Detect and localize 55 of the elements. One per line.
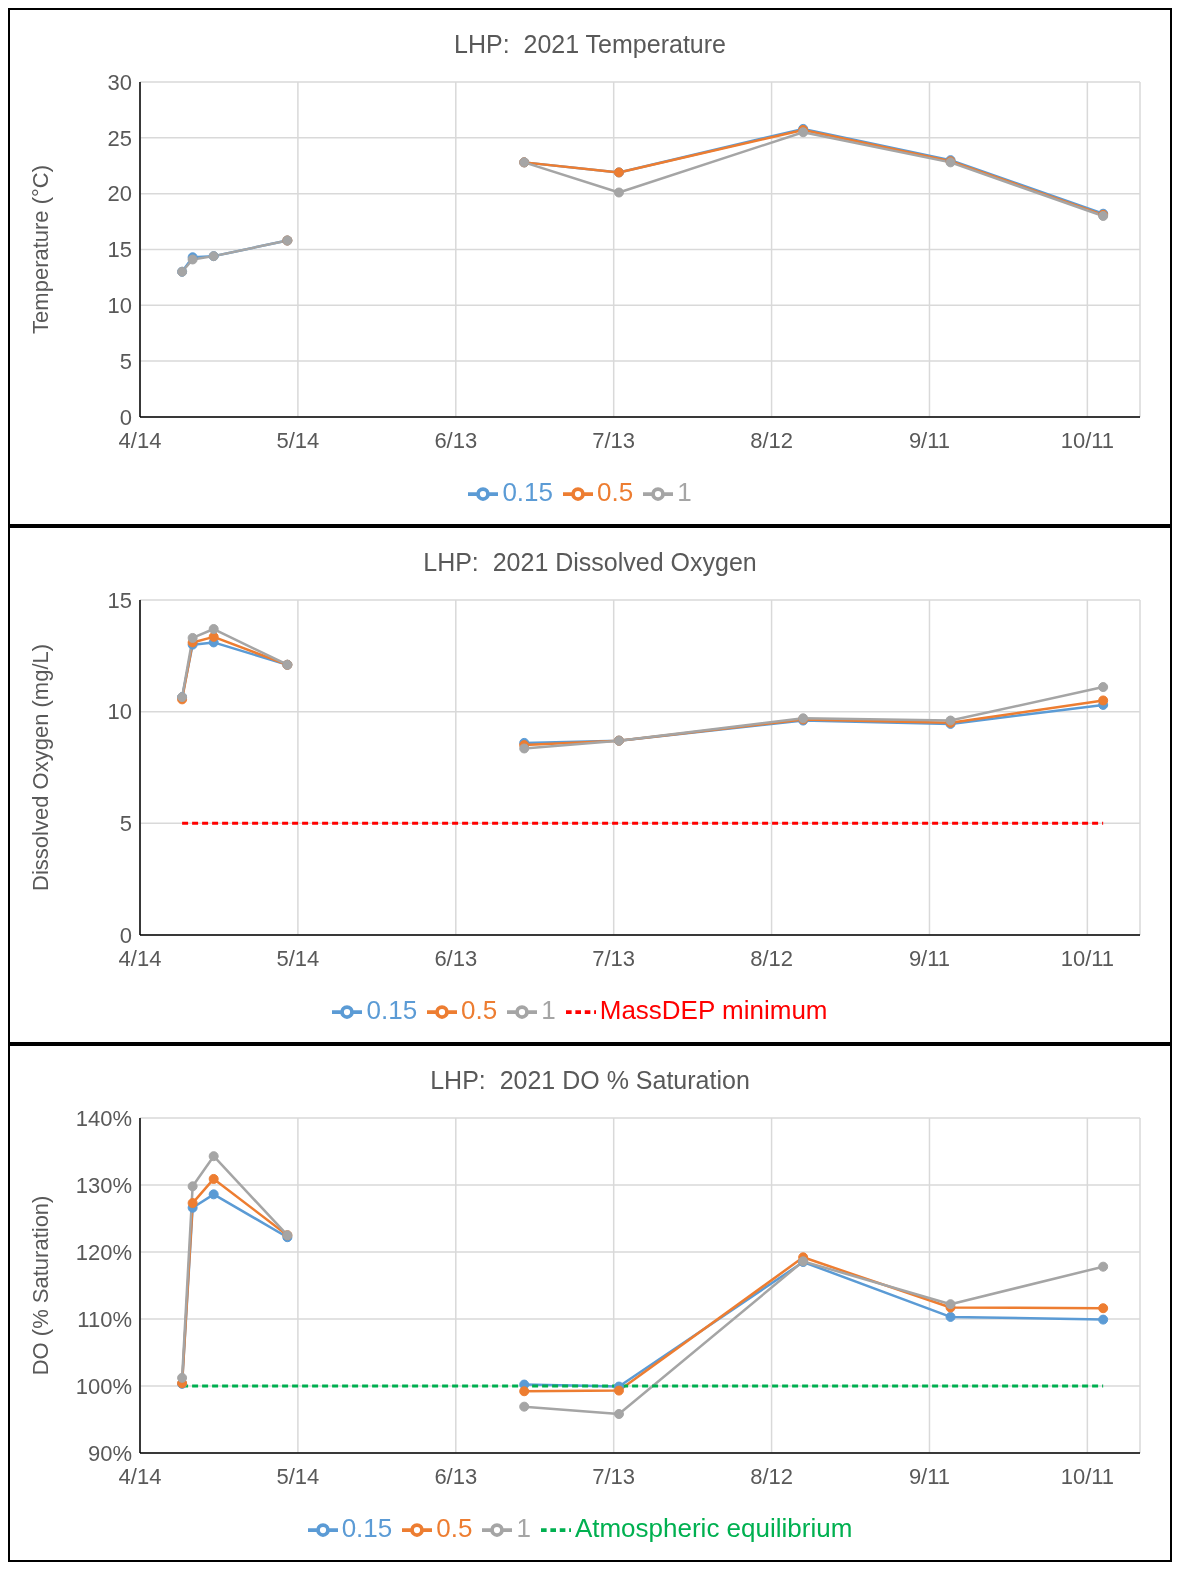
y-tick-label: 140% (75, 1105, 132, 1131)
chart-title: LHP: 2021 Temperature (453, 29, 727, 60)
chart-title: LHP: 2021 DO % Saturation (429, 1065, 751, 1096)
y-tick-label: 90% (87, 1440, 132, 1466)
x-tick-label: 10/11 (1060, 946, 1115, 972)
legend-label: 1 (516, 1512, 531, 1543)
y-tick-label: 110% (77, 1306, 132, 1332)
y-axis-title: Temperature (°C) (27, 164, 53, 334)
x-tick-label: 5/14 (276, 946, 320, 972)
y-tick-label: 20 (107, 181, 132, 207)
x-tick-label: 10/11 (1060, 1464, 1115, 1490)
x-tick-label: 7/13 (592, 946, 636, 972)
x-tick-label: 8/12 (750, 1464, 793, 1490)
chart-title: LHP: 2021 Dissolved Oxygen (422, 547, 758, 578)
legend-label: 0.5 (436, 1512, 473, 1543)
legend-label: 0.15 (502, 476, 553, 507)
x-tick-label: 7/13 (592, 1464, 636, 1490)
y-tick-label: 120% (75, 1239, 132, 1265)
y-tick-label: 15 (107, 237, 132, 263)
x-tick-label: 9/11 (908, 946, 951, 972)
y-tick-label: 0 (119, 922, 132, 948)
legend-label: 1 (541, 994, 556, 1025)
y-tick-label: 10 (107, 699, 132, 725)
y-axis-title: DO (% Saturation) (27, 1195, 53, 1376)
legend-label: Atmospheric equilibrium (574, 1512, 853, 1543)
y-axis-title: Dissolved Oxygen (mg/L) (27, 643, 53, 891)
y-tick-label: 10 (107, 293, 132, 319)
x-tick-label: 5/14 (276, 428, 320, 454)
x-tick-label: 4/14 (118, 1464, 162, 1490)
x-tick-label: 6/13 (434, 946, 478, 972)
y-tick-label: 25 (107, 125, 132, 151)
x-tick-label: 6/13 (434, 428, 478, 454)
x-tick-label: 8/12 (750, 428, 793, 454)
y-tick-label: 130% (75, 1172, 132, 1198)
legend-label: 0.15 (366, 994, 418, 1025)
x-tick-label: 4/14 (118, 946, 162, 972)
x-tick-label: 9/11 (908, 428, 951, 454)
x-tick-label: 5/14 (276, 1464, 320, 1490)
x-tick-label: 10/11 (1060, 428, 1115, 454)
y-tick-label: 15 (107, 587, 132, 613)
y-tick-label: 100% (75, 1373, 132, 1399)
x-tick-label: 6/13 (434, 1464, 478, 1490)
y-tick-label: 5 (119, 348, 132, 374)
legend-label: MassDEP minimum (599, 994, 828, 1025)
y-tick-label: 5 (119, 811, 132, 837)
y-tick-label: 30 (107, 69, 132, 95)
legend-label: 0.5 (596, 476, 634, 507)
legend-label: 1 (677, 476, 692, 507)
y-tick-label: 0 (119, 404, 132, 430)
legend-label: 0.5 (461, 994, 498, 1025)
x-tick-label: 8/12 (750, 946, 793, 972)
x-tick-label: 4/14 (118, 428, 162, 454)
x-tick-label: 7/13 (592, 428, 636, 454)
x-tick-label: 9/11 (908, 1464, 951, 1490)
legend-label: 0.15 (341, 1512, 393, 1543)
